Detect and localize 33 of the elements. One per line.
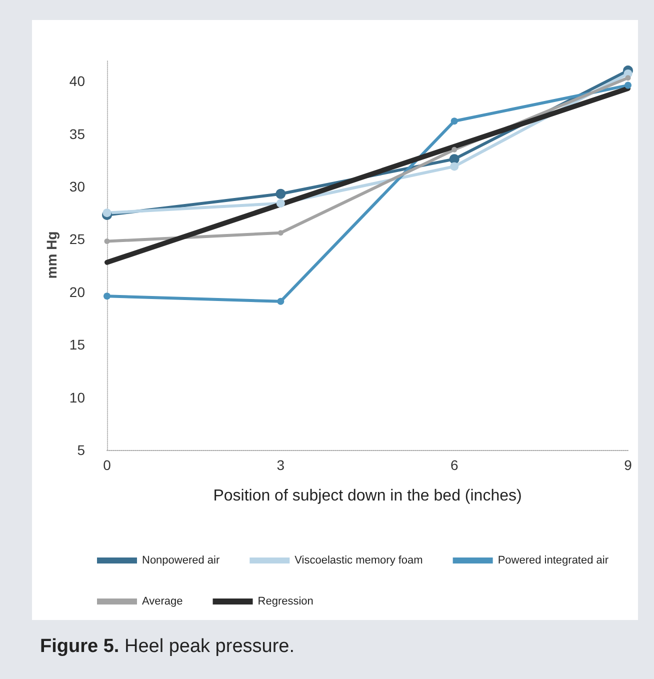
text: Figure 5. Heel peak pressure. <box>40 636 295 658</box>
point <box>450 162 459 171</box>
y-tick-label: 5 <box>77 442 86 458</box>
point <box>102 208 112 218</box>
point <box>450 118 458 125</box>
point <box>276 199 285 208</box>
legend-label: Viscoelastic memory foam <box>294 554 423 566</box>
x-tick-label: 6 <box>450 457 458 473</box>
point <box>452 146 458 152</box>
point <box>277 298 284 305</box>
legend-label: Average <box>142 596 183 608</box>
y-tick-label: 40 <box>69 73 86 90</box>
x-tick-label: 9 <box>624 457 632 473</box>
y-tick-label: 25 <box>69 231 86 248</box>
point <box>625 75 631 81</box>
x-tick-label: 3 <box>276 457 285 473</box>
legend-label: Nonpowered air <box>142 554 220 566</box>
y-tick-label: 20 <box>69 284 86 300</box>
y-tick-label: 35 <box>69 126 86 142</box>
point <box>276 188 286 199</box>
point <box>104 292 110 300</box>
point <box>449 154 460 164</box>
y-tick-label: 10 <box>69 389 86 406</box>
y-tick-label: 15 <box>69 336 86 353</box>
legend-label: Powered integrated air <box>498 554 609 566</box>
x-tick-label: 0 <box>103 457 112 473</box>
legend-label: Regression <box>258 596 314 608</box>
point <box>104 238 110 244</box>
x-axis-title: Position of subject down in the bed (inches) <box>213 488 522 504</box>
point <box>624 82 632 89</box>
y-tick-label: 30 <box>69 178 86 194</box>
y-axis-title: mm Hg <box>44 231 60 279</box>
point <box>278 230 284 236</box>
